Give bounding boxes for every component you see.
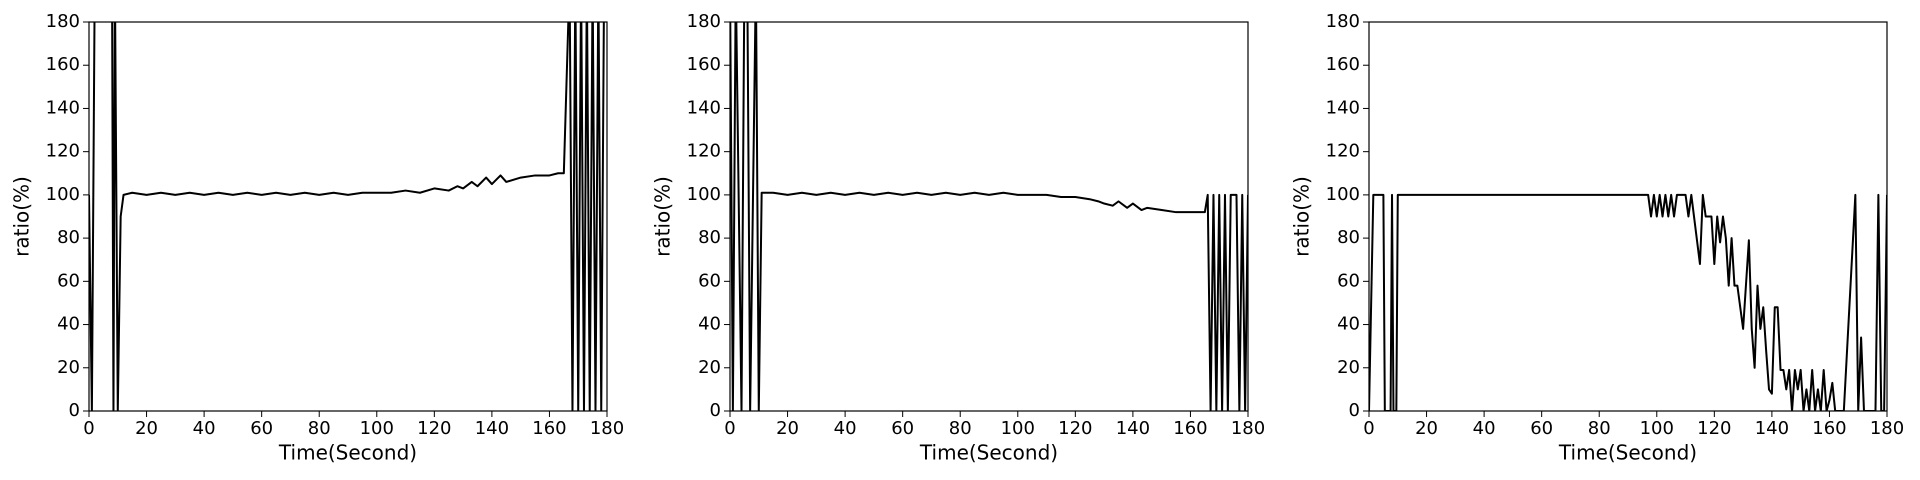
x-tick-label: 140 (1116, 418, 1150, 439)
x-tick-label: 60 (250, 418, 273, 439)
y-tick-label: 20 (698, 357, 721, 378)
y-tick-label: 60 (1337, 270, 1360, 291)
y-tick-label: 40 (698, 314, 721, 335)
x-tick-label: 100 (1001, 418, 1035, 439)
x-tick-label: 100 (360, 418, 394, 439)
x-tick-label: 180 (590, 418, 624, 439)
y-tick-label: 160 (1326, 54, 1360, 75)
data-line (89, 22, 605, 411)
subplot: 0 20 40 60 80 100 120 140 160 180 0 20 40 60 80 100 120 1… (651, 11, 1266, 465)
x-tick-label: 20 (776, 418, 799, 439)
data-line (730, 22, 1248, 411)
subplot: 0 20 40 60 80 100 120 140 160 180 0 20 40 60 80 100 120 1… (1290, 11, 1905, 465)
y-tick-label: 20 (57, 357, 80, 378)
y-tick-label: 140 (1326, 97, 1360, 118)
x-tick-label: 180 (1231, 418, 1265, 439)
y-tick-label: 40 (1337, 314, 1360, 335)
x-axis-label: Time(Second) (1558, 441, 1697, 465)
x-tick-label: 60 (1530, 418, 1553, 439)
y-tick-label: 20 (1337, 357, 1360, 378)
y-tick-label: 180 (1326, 11, 1360, 32)
x-tick-label: 140 (475, 418, 509, 439)
plot-frame (1368, 21, 1888, 412)
subplot: 0 20 40 60 80 100 120 140 160 180 0 20 40 60 80 100 120 1… (10, 11, 625, 465)
x-tick-label: 160 (532, 418, 566, 439)
x-tick-label: 60 (891, 418, 914, 439)
x-tick-label: 0 (83, 418, 94, 439)
x-tick-label: 0 (724, 418, 735, 439)
data-line (1369, 193, 1887, 411)
x-tick-label: 40 (193, 418, 216, 439)
x-tick-label: 120 (417, 418, 451, 439)
y-tick-label: 60 (698, 270, 721, 291)
y-tick-label: 120 (46, 141, 80, 162)
x-tick-label: 160 (1812, 418, 1846, 439)
y-tick-label: 80 (1337, 227, 1360, 248)
x-tick-label: 140 (1755, 418, 1789, 439)
plot-frame (88, 21, 608, 412)
y-tick-label: 120 (1326, 141, 1360, 162)
x-tick-label: 20 (1415, 418, 1438, 439)
y-tick-label: 100 (687, 184, 721, 205)
y-tick-label: 80 (698, 227, 721, 248)
x-axis-label: Time(Second) (278, 441, 417, 465)
x-tick-label: 80 (308, 418, 331, 439)
y-axis-label: ratio(%) (651, 176, 675, 257)
y-tick-label: 120 (687, 141, 721, 162)
y-tick-label: 140 (687, 97, 721, 118)
y-axis-label: ratio(%) (10, 176, 34, 257)
x-tick-label: 180 (1870, 418, 1904, 439)
y-tick-label: 160 (46, 54, 80, 75)
x-tick-label: 20 (135, 418, 158, 439)
x-tick-label: 80 (949, 418, 972, 439)
x-tick-label: 100 (1640, 418, 1674, 439)
y-tick-label: 40 (57, 314, 80, 335)
x-tick-label: 40 (834, 418, 857, 439)
y-tick-label: 100 (46, 184, 80, 205)
x-tick-label: 120 (1697, 418, 1731, 439)
y-tick-label: 180 (687, 11, 721, 32)
y-tick-label: 140 (46, 97, 80, 118)
x-tick-label: 160 (1173, 418, 1207, 439)
x-tick-label: 40 (1473, 418, 1496, 439)
x-tick-label: 120 (1058, 418, 1092, 439)
y-axis-label: ratio(%) (1290, 176, 1314, 257)
y-tick-label: 0 (710, 400, 721, 421)
y-tick-label: 160 (687, 54, 721, 75)
y-tick-label: 0 (1349, 400, 1360, 421)
x-axis-label: Time(Second) (919, 441, 1058, 465)
y-tick-label: 60 (57, 270, 80, 291)
y-tick-label: 0 (69, 400, 80, 421)
y-tick-label: 180 (46, 11, 80, 32)
y-tick-label: 100 (1326, 184, 1360, 205)
plot-frame (729, 21, 1249, 412)
y-tick-label: 80 (57, 227, 80, 248)
x-tick-label: 0 (1363, 418, 1374, 439)
x-tick-label: 80 (1588, 418, 1611, 439)
